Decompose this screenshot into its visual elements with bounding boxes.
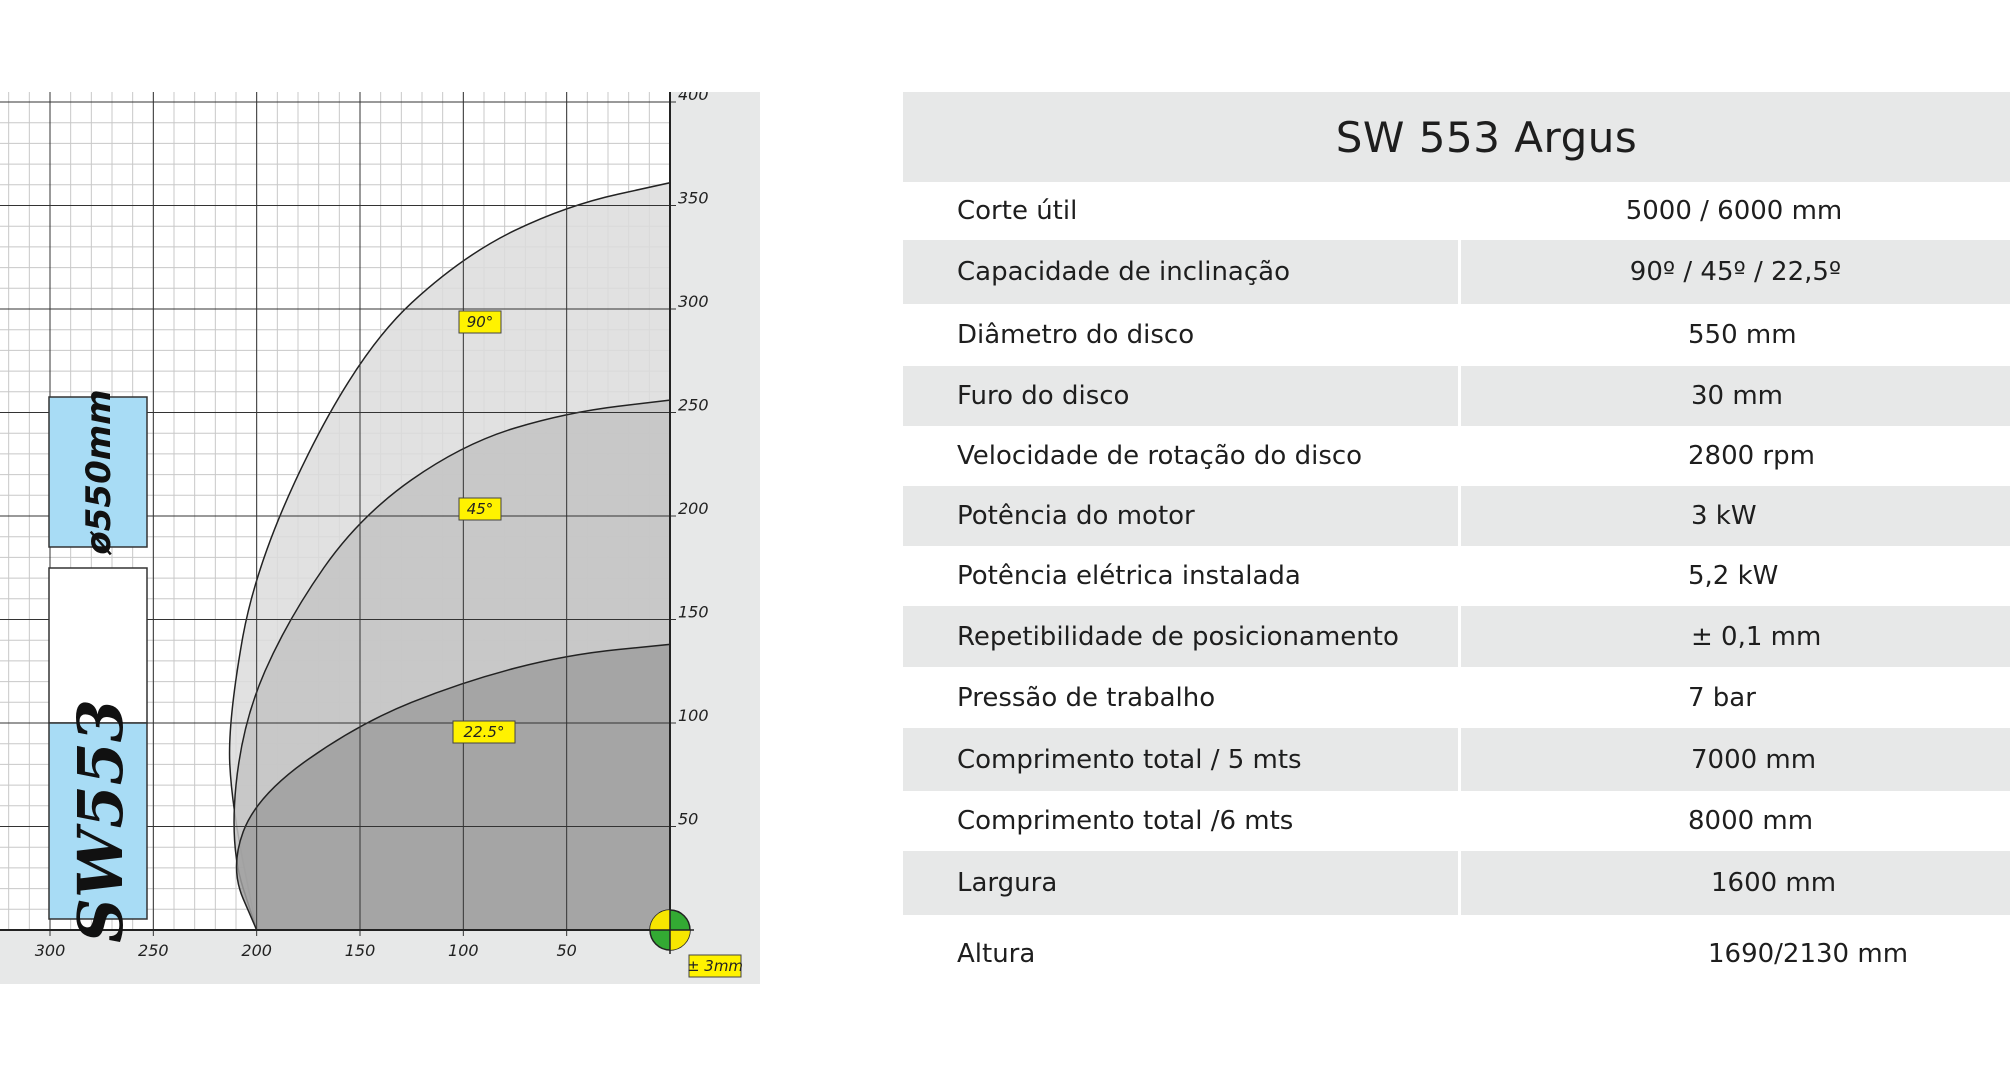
spec-value: 1690/2130 mm (1708, 939, 1909, 969)
x-tick-label: 300 (35, 941, 66, 960)
x-tick-label: 100 (448, 941, 479, 960)
y-tick-label: 200 (678, 499, 709, 518)
spec-label: Furo do disco (957, 381, 1130, 411)
spec-rows: Corte útil 5000 / 6000 mm Capacidade de in… (903, 182, 2010, 993)
tolerance-label: ± 3mm (687, 957, 743, 975)
spec-row: Velocidade de rotação do disco 2800 rpm (903, 426, 2010, 486)
spec-value: 7 bar (1688, 682, 1756, 713)
spec-table-title: SW 553 Argus (903, 92, 2010, 182)
spec-value: ± 0,1 mm (1458, 606, 2010, 667)
spec-value: 1600 mm (1458, 851, 2010, 915)
spec-row: Potência elétrica instalada 5,2 kW (903, 546, 2010, 606)
spec-label: Velocidade de rotação do disco (957, 441, 1363, 471)
series-tag (458, 310, 502, 334)
y-tick-label: 50 (678, 810, 698, 829)
spec-value: 30 mm (1458, 366, 2010, 426)
spec-label: Corte útil (957, 196, 1078, 226)
capacity-area-225 (235, 643, 671, 931)
spec-row: Potência do motor 3 kW (903, 486, 2010, 546)
spec-row: Largura 1600 mm (903, 851, 2010, 915)
spec-value: 5,2 kW (1688, 561, 1779, 591)
spec-value: 3 kW (1458, 486, 2010, 546)
spec-label: Repetibilidade de posicionamento (957, 621, 1399, 652)
spec-row: Furo do disco 30 mm (903, 366, 2010, 426)
spec-row: Comprimento total / 5 mts 7000 mm (903, 728, 2010, 791)
tolerance-tag (688, 954, 742, 978)
y-tick-label: 100 (678, 706, 709, 725)
spec-row: Pressão de trabalho 7 bar (903, 667, 2010, 728)
spec-value: 7000 mm (1458, 728, 2010, 791)
series-tag (458, 497, 502, 521)
origin-marker-quadrant (670, 930, 690, 950)
spec-table: SW 553 Argus Corte útil 5000 / 6000 mm Cap… (903, 92, 2010, 993)
spec-label: Pressão de trabalho (957, 682, 1216, 713)
x-tick-label: 250 (138, 941, 169, 960)
x-tick-label: 150 (345, 941, 376, 960)
spec-row: Repetibilidade de posicionamento ± 0,1 mm (903, 606, 2010, 667)
x-tick-label: 200 (241, 941, 272, 960)
blank-box (48, 567, 148, 724)
model-label: SW553 (64, 699, 137, 943)
series-tag-label: 90° (467, 313, 494, 331)
spec-row: Corte útil 5000 / 6000 mm (903, 182, 2010, 240)
y-tick-label: 250 (678, 396, 709, 415)
series-tag (452, 720, 516, 744)
disc-diameter-label: ø550mm (79, 389, 119, 555)
y-tick-label: 300 (678, 292, 709, 311)
spec-label: Comprimento total / 5 mts (957, 744, 1302, 775)
chart-svg: 300 250 200 150 100 50 400 350 300 250 200 150 100 50… (0, 92, 760, 984)
spec-value: 2800 rpm (1688, 441, 1815, 471)
y-tick-label: 350 (678, 189, 709, 208)
origin-marker-quadrant (650, 910, 670, 930)
spec-label: Potência do motor (957, 501, 1195, 531)
spec-value: 5000 / 6000 mm (1625, 196, 1843, 226)
spec-value: 550 mm (1688, 320, 1797, 350)
spec-label: Altura (957, 939, 1036, 969)
series-tag-label: 22.5° (464, 723, 505, 741)
spec-row: Diâmetro do disco 550 mm (903, 304, 2010, 366)
spec-label: Capacidade de inclinação (957, 257, 1290, 287)
spec-value: 90º / 45º / 22,5º (1458, 240, 2010, 304)
series-tag-label: 45° (467, 500, 494, 518)
spec-row: Capacidade de inclinação 90º / 45º / 22,5… (903, 240, 2010, 304)
y-tick-label: 400 (678, 92, 709, 104)
disc-diameter-box (48, 396, 148, 548)
model-box (48, 722, 148, 920)
cutting-capacity-chart: 300 250 200 150 100 50 400 350 300 250 200 150 100 50… (0, 92, 760, 984)
spec-label: Diâmetro do disco (957, 320, 1195, 350)
spec-value: 8000 mm (1688, 806, 1814, 836)
spec-label: Comprimento total /6 mts (957, 806, 1294, 836)
spec-row: Altura 1690/2130 mm (903, 915, 2010, 993)
y-tick-label: 150 (678, 603, 709, 622)
spec-label: Potência elétrica instalada (957, 561, 1301, 591)
spec-label: Largura (957, 868, 1058, 898)
spec-row: Comprimento total /6 mts 8000 mm (903, 791, 2010, 851)
x-tick-label: 50 (556, 941, 576, 960)
